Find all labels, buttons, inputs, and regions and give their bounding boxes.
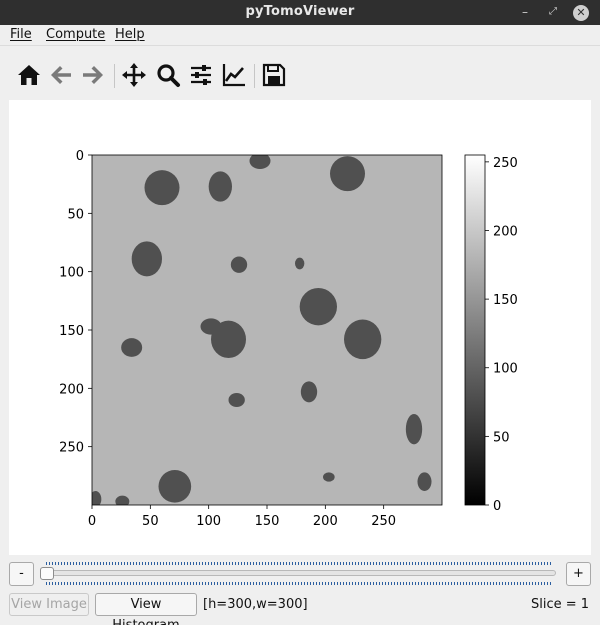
colorbar-tick-label: 200 — [493, 224, 518, 239]
minimize-button[interactable]: – — [522, 5, 528, 19]
pan-button[interactable] — [121, 62, 149, 90]
image-dimensions: [h=300,w=300] — [203, 597, 308, 612]
y-tick-label: 250 — [59, 441, 84, 456]
x-tick-label: 200 — [313, 514, 338, 529]
figure-canvas[interactable]: 0 50 100 150 200 250 0 50 100 150 200 250 0 50 100 15… — [9, 100, 591, 555]
y-axis: 0 50 100 150 200 250 — [59, 149, 92, 456]
pore-blob — [228, 393, 245, 407]
tomogram-plot[interactable]: 0 50 100 150 200 250 0 50 100 150 200 250 0 50 100 15… — [9, 100, 591, 555]
menu-compute[interactable]: Compute — [46, 27, 106, 42]
colorbar — [464, 154, 486, 506]
save-figure-icon — [262, 63, 286, 87]
zoom-button[interactable] — [155, 62, 183, 90]
status-row: View Image View Histogram [h=300,w=300] … — [0, 592, 600, 625]
pore-blob — [405, 414, 423, 445]
back-button[interactable] — [48, 62, 76, 90]
x-tick-label: 50 — [142, 514, 159, 529]
y-tick-label: 50 — [67, 207, 84, 222]
forward-button[interactable] — [80, 62, 108, 90]
pore-blob — [230, 256, 248, 273]
colorbar-tick-label: 250 — [493, 156, 518, 171]
view-histogram-button[interactable]: View Histogram — [95, 593, 197, 625]
pore-blob — [121, 338, 143, 357]
pore-blob — [144, 170, 180, 206]
y-tick-label: 100 — [59, 266, 84, 281]
home-icon — [18, 65, 40, 85]
slice-increment-button[interactable]: + — [566, 562, 591, 586]
pore-blob — [323, 472, 335, 482]
y-tick-label: 150 — [59, 324, 84, 339]
window-title: pyTomoViewer — [245, 4, 355, 19]
slice-indicator: Slice = 1 — [531, 597, 590, 612]
y-tick-label: 0 — [76, 149, 84, 164]
pore-blob — [417, 472, 432, 491]
maximize-button[interactable]: ⤢ — [549, 6, 557, 17]
edit-axis-lines-icon — [222, 64, 245, 87]
slice-slider[interactable] — [40, 562, 556, 585]
configure-subplots-icon — [191, 65, 211, 85]
pore-blob — [200, 318, 222, 335]
pore-blob — [249, 155, 271, 169]
colorbar-tick-label: 100 — [493, 362, 518, 377]
save-figure-button[interactable] — [261, 62, 289, 90]
slider-groove[interactable] — [40, 570, 556, 576]
menu-file[interactable]: File — [10, 27, 32, 42]
x-tick-label: 250 — [371, 514, 396, 529]
pore-blob — [299, 288, 338, 326]
back-arrow-icon — [51, 66, 71, 84]
x-tick-label: 0 — [88, 514, 96, 529]
view-image-button[interactable]: View Image — [9, 593, 89, 616]
x-axis: 0 50 100 150 200 250 — [88, 505, 396, 529]
toolbar-separator — [254, 64, 255, 88]
slider-ticks-top — [46, 562, 552, 565]
colorbar-axis: 0 50 100 150 200 250 — [485, 156, 518, 514]
home-button[interactable] — [16, 62, 44, 90]
pore-blob — [300, 381, 318, 403]
pore-blob — [295, 257, 305, 270]
menu-bar: File Compute Help — [0, 25, 600, 46]
close-button[interactable]: ✕ — [572, 3, 590, 21]
pore-blob — [92, 491, 102, 505]
configure-subplots-button[interactable] — [188, 62, 216, 90]
toolbar-separator — [114, 64, 115, 88]
colorbar-tick-label: 50 — [493, 430, 510, 445]
pore-blob — [131, 241, 162, 277]
forward-arrow-icon — [83, 66, 103, 84]
plot-toolbar — [0, 46, 600, 100]
close-icon: ✕ — [573, 5, 589, 21]
edit-axis-button[interactable] — [221, 62, 249, 90]
pore-blob — [208, 171, 232, 202]
colorbar-tick-label: 150 — [493, 293, 518, 308]
pore-blob — [158, 470, 192, 503]
menu-help[interactable]: Help — [115, 27, 145, 42]
title-bar: pyTomoViewer – ⤢ ✕ — [0, 0, 600, 25]
slice-decrement-button[interactable]: - — [9, 562, 34, 586]
slider-ticks-bottom — [46, 582, 552, 585]
y-tick-label: 200 — [59, 382, 84, 397]
slice-image[interactable] — [90, 153, 443, 508]
slice-controls: - + — [0, 560, 600, 586]
x-tick-label: 150 — [255, 514, 280, 529]
pore-blob — [330, 156, 365, 192]
pan-move-icon — [122, 63, 146, 87]
colorbar-tick-label: 0 — [493, 499, 501, 514]
slice-background — [92, 155, 442, 505]
pore-blob — [344, 319, 382, 360]
pore-blob — [115, 495, 130, 505]
zoom-magnifier-icon — [157, 64, 180, 87]
x-tick-label: 100 — [196, 514, 221, 529]
slider-handle[interactable] — [40, 567, 54, 580]
